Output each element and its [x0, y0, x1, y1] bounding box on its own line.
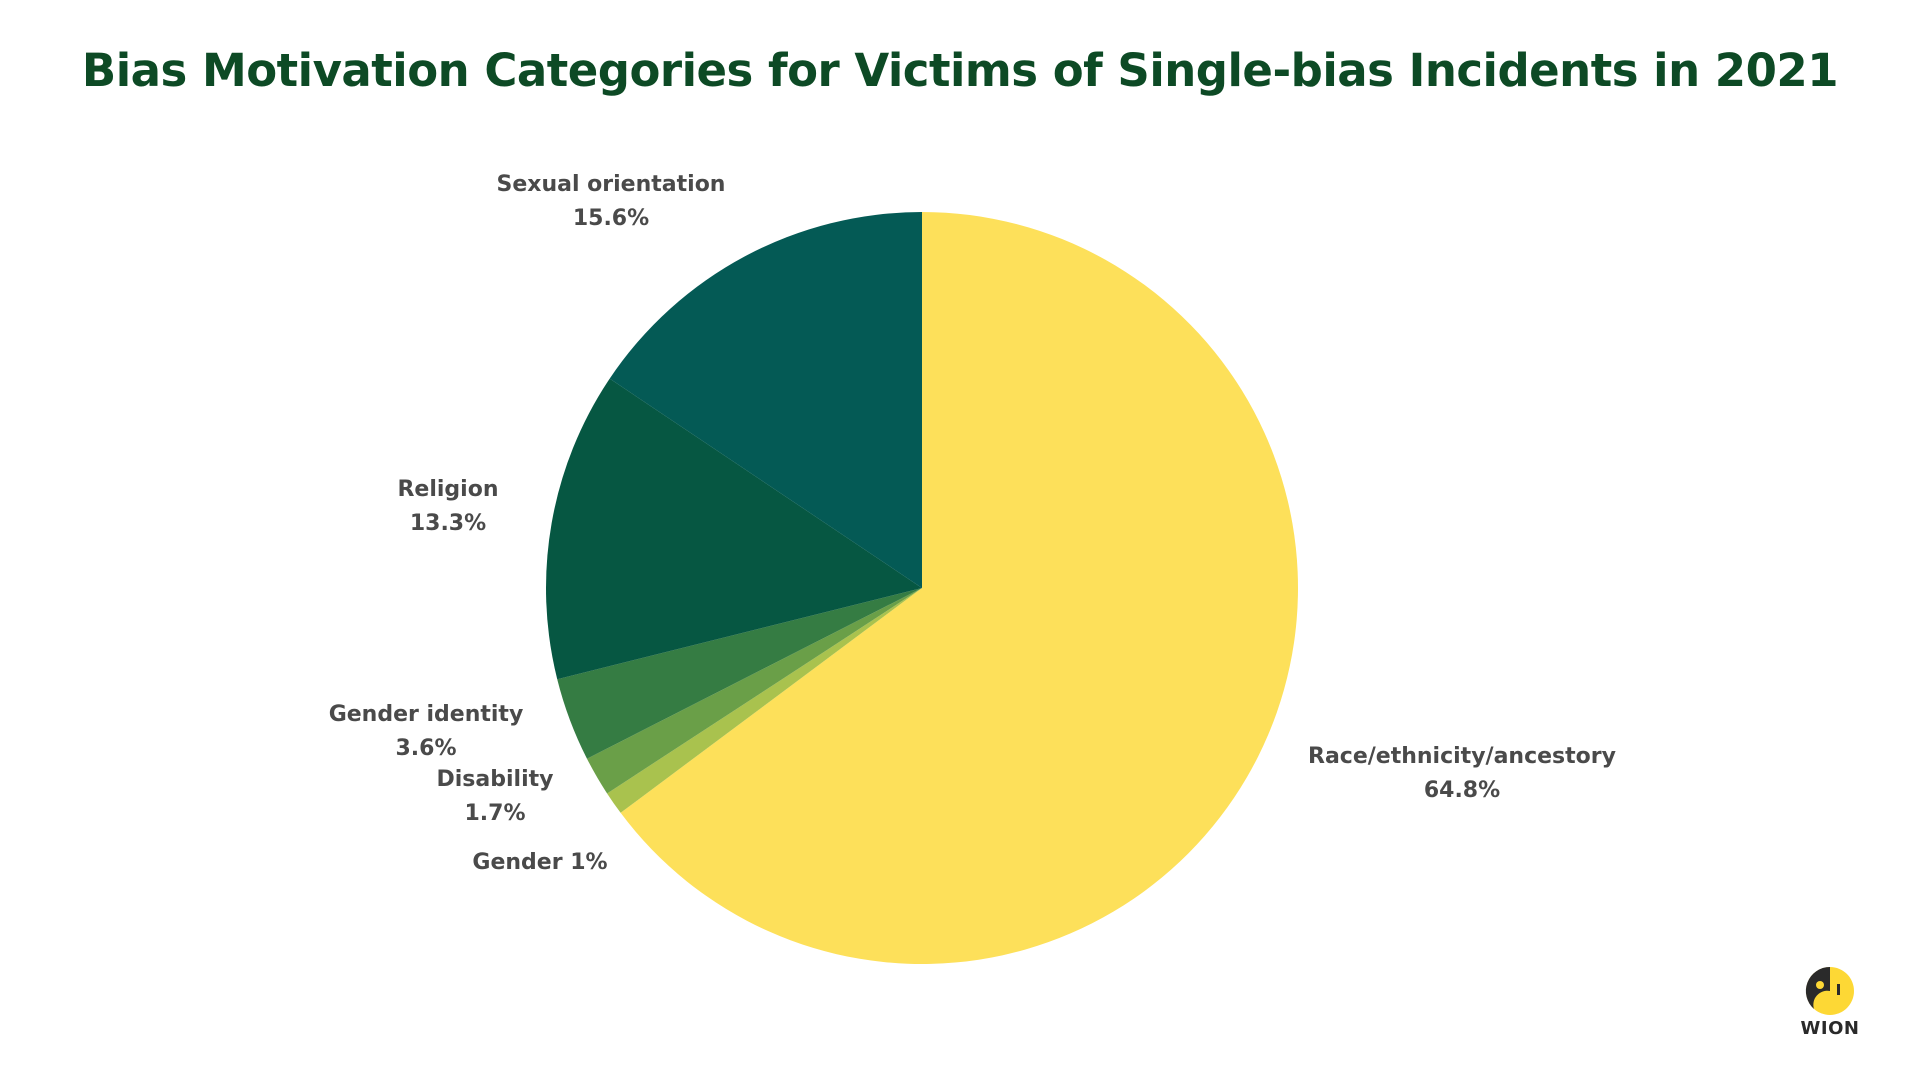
pie-label-value: 3.6%: [395, 736, 456, 761]
pie-label-value: 64.8%: [1424, 778, 1500, 803]
chart-title: Bias Motivation Categories for Victims o…: [81, 44, 1839, 97]
pie-slice-gender: [607, 588, 922, 813]
pie-label-value: 1.7%: [464, 801, 525, 826]
pie-label-sexual-orientation: Sexual orientation 15.6%: [497, 172, 726, 231]
pie-label-name: Religion: [397, 477, 498, 502]
pie-slice-gender-identity: [557, 588, 922, 759]
pie-labels: Race/ethnicity/ancestory 64.8% Gender 1% Di…: [329, 172, 1616, 875]
pie-label-religion: Religion 13.3%: [397, 477, 498, 536]
pie-slices: [545, 212, 1299, 964]
pie-label-gender: Gender 1%: [472, 850, 607, 875]
pie-label-name: Disability: [437, 767, 554, 792]
pie-slice-sexual-orientation: [609, 212, 922, 588]
pie-slice-race-ethnicity-ancestory: [620, 212, 1299, 964]
pie-slice-disability: [586, 588, 922, 794]
pie-label-gender-identity: Gender identity 3.6%: [329, 702, 524, 761]
pie-slice-religion: [545, 378, 922, 680]
pie-label-value: 15.6%: [573, 206, 649, 231]
wion-logo-icon: [1805, 966, 1854, 1015]
pie-label-name: Sexual orientation: [497, 172, 726, 197]
pie-label-name: Gender identity: [329, 702, 524, 727]
pie-label-race-ethnicity-ancestory: Race/ethnicity/ancestory 64.8%: [1308, 744, 1616, 803]
pie-label-name: Race/ethnicity/ancestory: [1308, 744, 1616, 769]
pie-label-disability: Disability 1.7%: [437, 767, 554, 826]
pie-label-value: 13.3%: [410, 511, 486, 536]
brand-name: WION: [1800, 1018, 1860, 1039]
